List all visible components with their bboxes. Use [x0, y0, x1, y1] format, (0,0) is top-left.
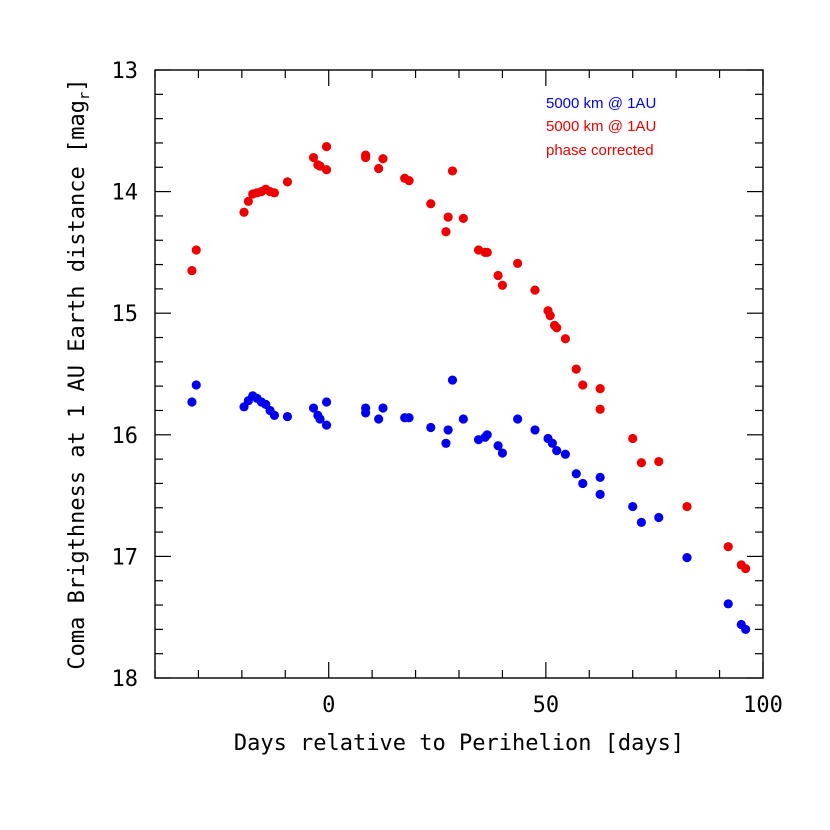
blue-data-point [441, 438, 451, 448]
red-data-point [282, 177, 293, 187]
red-data-point [595, 404, 605, 414]
blue-data-point [578, 478, 588, 489]
red-data-point [595, 383, 605, 394]
blue-data-point [426, 422, 436, 433]
red-data-point [493, 270, 503, 281]
red-data-point [741, 563, 751, 574]
x-axis-label: Days relative to Perihelion [days] [234, 731, 684, 756]
blue-data-point [308, 403, 319, 413]
blue-data-point [191, 380, 201, 390]
y-tick-label: 14 [112, 181, 139, 206]
red-data-point [443, 212, 453, 222]
blue-data-point [378, 403, 388, 413]
legend-red-series: 5000 km @ 1AU [546, 118, 656, 135]
blue-data-point [443, 425, 453, 435]
blue-data-point [374, 414, 384, 424]
blue-data-point [447, 375, 458, 385]
red-data-point [654, 456, 664, 467]
axis-tick-labels: 0 50 100 13 14 15 16 17 18 [112, 59, 783, 718]
blue-data-point [741, 624, 751, 634]
red-data-point [458, 213, 468, 223]
data-points [187, 142, 751, 634]
x-tick-label: 0 [322, 693, 335, 718]
series-blue [187, 375, 751, 634]
red-data-point [578, 380, 588, 390]
blue-data-point [321, 420, 332, 430]
blue-data-point [269, 410, 280, 420]
red-data-point [187, 266, 197, 276]
blue-data-point [530, 425, 540, 435]
legend-red-series-note: phase corrected [546, 142, 654, 159]
blue-data-point [723, 599, 733, 609]
x-tick-label: 100 [743, 693, 783, 718]
blue-data-point [513, 414, 523, 424]
y-axis-label: Coma Brigthness at 1 AU Earth distance [… [65, 78, 93, 669]
red-data-point [308, 152, 319, 163]
red-data-point [545, 311, 555, 321]
red-data-point [482, 247, 492, 257]
red-data-point [374, 163, 384, 174]
red-data-point [530, 285, 540, 295]
red-data-point [497, 280, 508, 290]
blue-data-point [654, 512, 664, 523]
blue-data-point [682, 553, 692, 563]
red-data-point [628, 433, 638, 444]
blue-data-point [547, 438, 557, 448]
red-data-point [552, 323, 562, 333]
red-data-point [321, 165, 332, 175]
red-data-point [571, 364, 581, 374]
red-data-point [723, 542, 733, 552]
red-data-point [321, 142, 332, 152]
red-data-point [191, 245, 201, 255]
blue-data-point [315, 414, 325, 424]
red-data-point [426, 199, 436, 209]
red-data-point [269, 188, 280, 198]
red-data-point [447, 166, 458, 176]
blue-data-point [636, 517, 647, 527]
red-data-point [404, 176, 414, 186]
y-axis-label-main: Coma Brigthness at 1 AU Earth distance [… [65, 100, 90, 670]
red-data-point [378, 154, 388, 164]
plot-frame [154, 69, 764, 679]
legend-blue-series: 5000 km @ 1AU [546, 95, 656, 112]
y-tick-label: 18 [112, 667, 139, 692]
blue-data-point [482, 430, 492, 440]
blue-data-point [595, 489, 605, 499]
red-data-point [361, 152, 371, 163]
red-data-point [441, 227, 451, 237]
blue-data-point [458, 414, 468, 424]
y-tick-label: 16 [112, 424, 139, 449]
red-data-point [682, 501, 692, 512]
blue-data-point [493, 441, 503, 451]
blue-data-point [595, 472, 605, 482]
blue-data-point [321, 397, 332, 407]
blue-data-point [361, 408, 371, 418]
blue-data-point [404, 413, 414, 423]
red-data-point [239, 207, 249, 217]
red-data-point [243, 196, 253, 206]
y-tick-label: 13 [112, 59, 139, 84]
blue-data-point [497, 448, 508, 458]
series-red [187, 142, 751, 574]
red-data-point [513, 258, 523, 268]
blue-data-point [187, 397, 197, 407]
blue-data-point [571, 469, 581, 479]
red-data-point [636, 458, 647, 468]
y-tick-label: 15 [112, 302, 139, 327]
y-axis-label-subscript: r [77, 92, 93, 100]
x-tick-label: 50 [533, 693, 560, 718]
blue-data-point [560, 449, 571, 459]
red-data-point [560, 334, 571, 344]
y-tick-label: 17 [112, 545, 139, 570]
blue-data-point [552, 446, 562, 456]
blue-data-point [628, 501, 638, 512]
axis-ticks [154, 69, 764, 679]
y-axis-label-close: ] [65, 78, 90, 91]
blue-data-point [282, 411, 293, 422]
